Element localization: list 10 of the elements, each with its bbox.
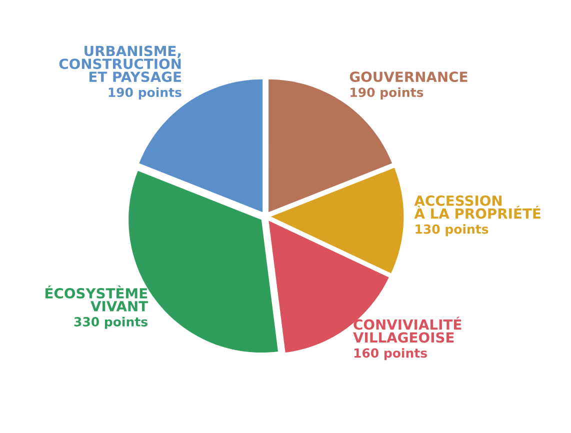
slice-label: URBANISME, CONSTRUCTION ET PAYSAGE	[59, 46, 181, 82]
data-label: 130 points	[416, 224, 488, 236]
slice-label: ACCESSION À LA PROPRIÉTÉ	[414, 195, 540, 219]
data-label: 330 points	[74, 316, 148, 329]
slice-label: GOUVERNANCE	[350, 72, 468, 82]
data-label: 190 points	[350, 87, 424, 100]
slice-label: ÉCOSYSTÈME VIVANT	[46, 286, 148, 312]
data-label: 160 points	[354, 348, 427, 360]
data-label: 190 points	[108, 87, 182, 100]
slice-label: CONVIVIALITÉ VILLAGEOISE	[353, 316, 462, 343]
